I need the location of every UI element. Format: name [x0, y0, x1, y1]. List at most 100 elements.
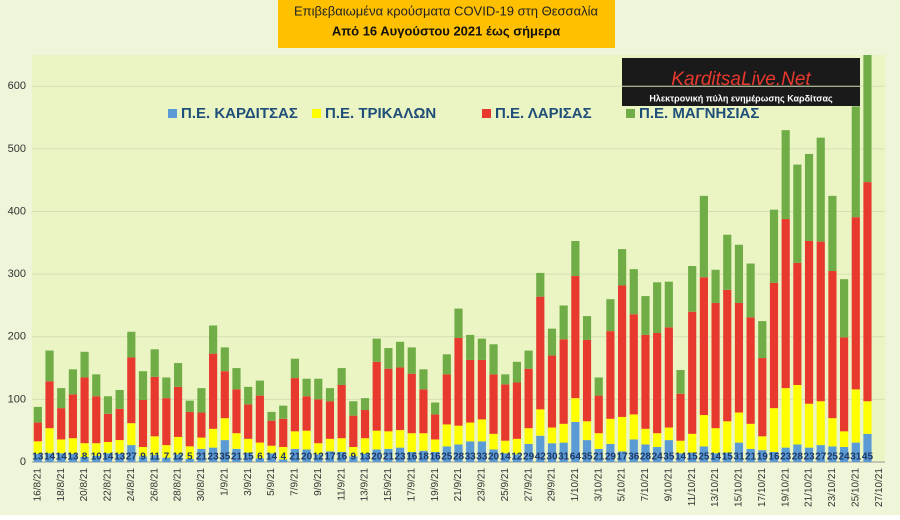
bar-segment: [185, 458, 194, 462]
chart-title: Επιβεβαιωμένα κρούσματα COVID-19 στη Θεσ…: [294, 3, 599, 18]
bar-segment: [454, 425, 463, 445]
bar-segment: [197, 448, 206, 462]
bar-segment: [606, 331, 615, 419]
bar-segment: [676, 453, 685, 462]
bar-segment: [711, 453, 720, 462]
data-label: 21: [231, 452, 243, 463]
bar-segment: [395, 447, 405, 462]
bar-segment: [723, 421, 732, 453]
logo-box: [622, 58, 860, 106]
bar-segment: [758, 450, 767, 462]
bar-segment: [290, 448, 300, 462]
bar-segment: [138, 400, 148, 447]
y-tick-label: 0: [20, 456, 26, 468]
data-label: 14: [675, 452, 687, 463]
bar-segment: [816, 137, 825, 242]
bar-segment: [512, 438, 522, 455]
data-label: 5: [187, 452, 193, 463]
bar-segment: [547, 443, 557, 462]
data-label: 15: [722, 452, 734, 463]
bar-segment: [641, 444, 650, 462]
x-tick-label: 29/9/21: [547, 468, 558, 502]
bar-segment: [477, 359, 486, 420]
legend-label: Π.Ε. ΚΑΡΔΙΤΣΑΣ: [181, 105, 298, 122]
bar-segment: [676, 369, 685, 394]
bar-segment: [209, 428, 218, 448]
bar-segment: [769, 408, 779, 452]
bar-segment: [676, 440, 685, 454]
bar-segment: [103, 441, 113, 454]
x-tick-label: 17/10/21: [757, 468, 768, 507]
bar-segment: [688, 311, 697, 434]
bar-segment: [162, 377, 171, 399]
data-label: 33: [465, 452, 477, 463]
bar-segment: [33, 453, 42, 462]
data-label: 9: [140, 452, 146, 463]
bar-segment: [524, 443, 533, 462]
x-tick-label: 5/9/21: [266, 468, 277, 496]
bar-segment: [337, 368, 346, 385]
bar-segment: [512, 454, 522, 462]
bar-segment: [617, 285, 627, 417]
bar-segment: [664, 427, 673, 441]
bar-segment: [489, 344, 498, 375]
bar-segment: [45, 381, 54, 429]
bar-segment: [851, 217, 860, 390]
bar-segment: [349, 415, 358, 447]
x-tick-label: 20/8/21: [79, 468, 90, 502]
bar-segment: [629, 439, 638, 462]
bar-segment: [617, 416, 627, 452]
bar-segment: [606, 418, 615, 444]
bar-segment: [314, 454, 323, 462]
bar-segment: [653, 433, 662, 447]
data-label: 13: [359, 452, 371, 463]
bar-segment: [863, 182, 872, 402]
data-label: 13: [67, 452, 79, 463]
bar-segment: [559, 442, 568, 462]
bar-segment: [501, 453, 510, 462]
chart-subtitle: Από 16 Αυγούστου 2021 έως σήμερα: [332, 23, 560, 38]
data-label: 31: [850, 452, 862, 463]
x-tick-label: 15/10/21: [734, 468, 745, 507]
bar-segment: [477, 419, 486, 442]
bar-segment: [524, 350, 533, 369]
x-tick-label: 11/10/21: [687, 468, 698, 507]
bar-segment: [349, 456, 358, 462]
bar-segment: [68, 394, 77, 439]
bar-segment: [851, 389, 860, 443]
bar-segment: [92, 396, 101, 444]
data-label: 7: [164, 452, 170, 463]
data-label: 45: [862, 452, 874, 463]
bar-segment: [617, 249, 627, 286]
legend-label: Π.Ε. ΤΡΙΚΑΛΩΝ: [325, 105, 436, 122]
bar-segment: [746, 317, 755, 424]
data-label: 14: [266, 452, 278, 463]
bar-segment: [360, 398, 370, 411]
data-label: 23: [780, 452, 792, 463]
data-label: 35: [663, 452, 675, 463]
bar-segment: [407, 347, 416, 374]
data-label: 9: [351, 452, 357, 463]
y-tick-label: 500: [8, 143, 26, 155]
bar-segment: [536, 409, 545, 436]
bar-segment: [244, 386, 253, 405]
data-label: 21: [745, 452, 757, 463]
bar-segment: [477, 441, 486, 462]
bar-segment: [127, 357, 136, 424]
bar-segment: [442, 446, 451, 462]
bar-segment: [431, 451, 440, 462]
data-label: 36: [628, 452, 640, 463]
x-tick-label: 23/9/21: [477, 468, 488, 502]
bar-segment: [466, 441, 475, 462]
bar-segment: [244, 438, 253, 453]
legend-marker: [312, 109, 321, 118]
x-tick-label: 19/9/21: [430, 468, 441, 502]
bar-segment: [442, 374, 451, 425]
bar-segment: [664, 281, 673, 328]
bar-segment: [536, 272, 545, 297]
bar-segment: [115, 389, 124, 409]
bar-segment: [454, 308, 463, 339]
bar-segment: [559, 339, 568, 424]
data-label: 21: [383, 452, 395, 463]
